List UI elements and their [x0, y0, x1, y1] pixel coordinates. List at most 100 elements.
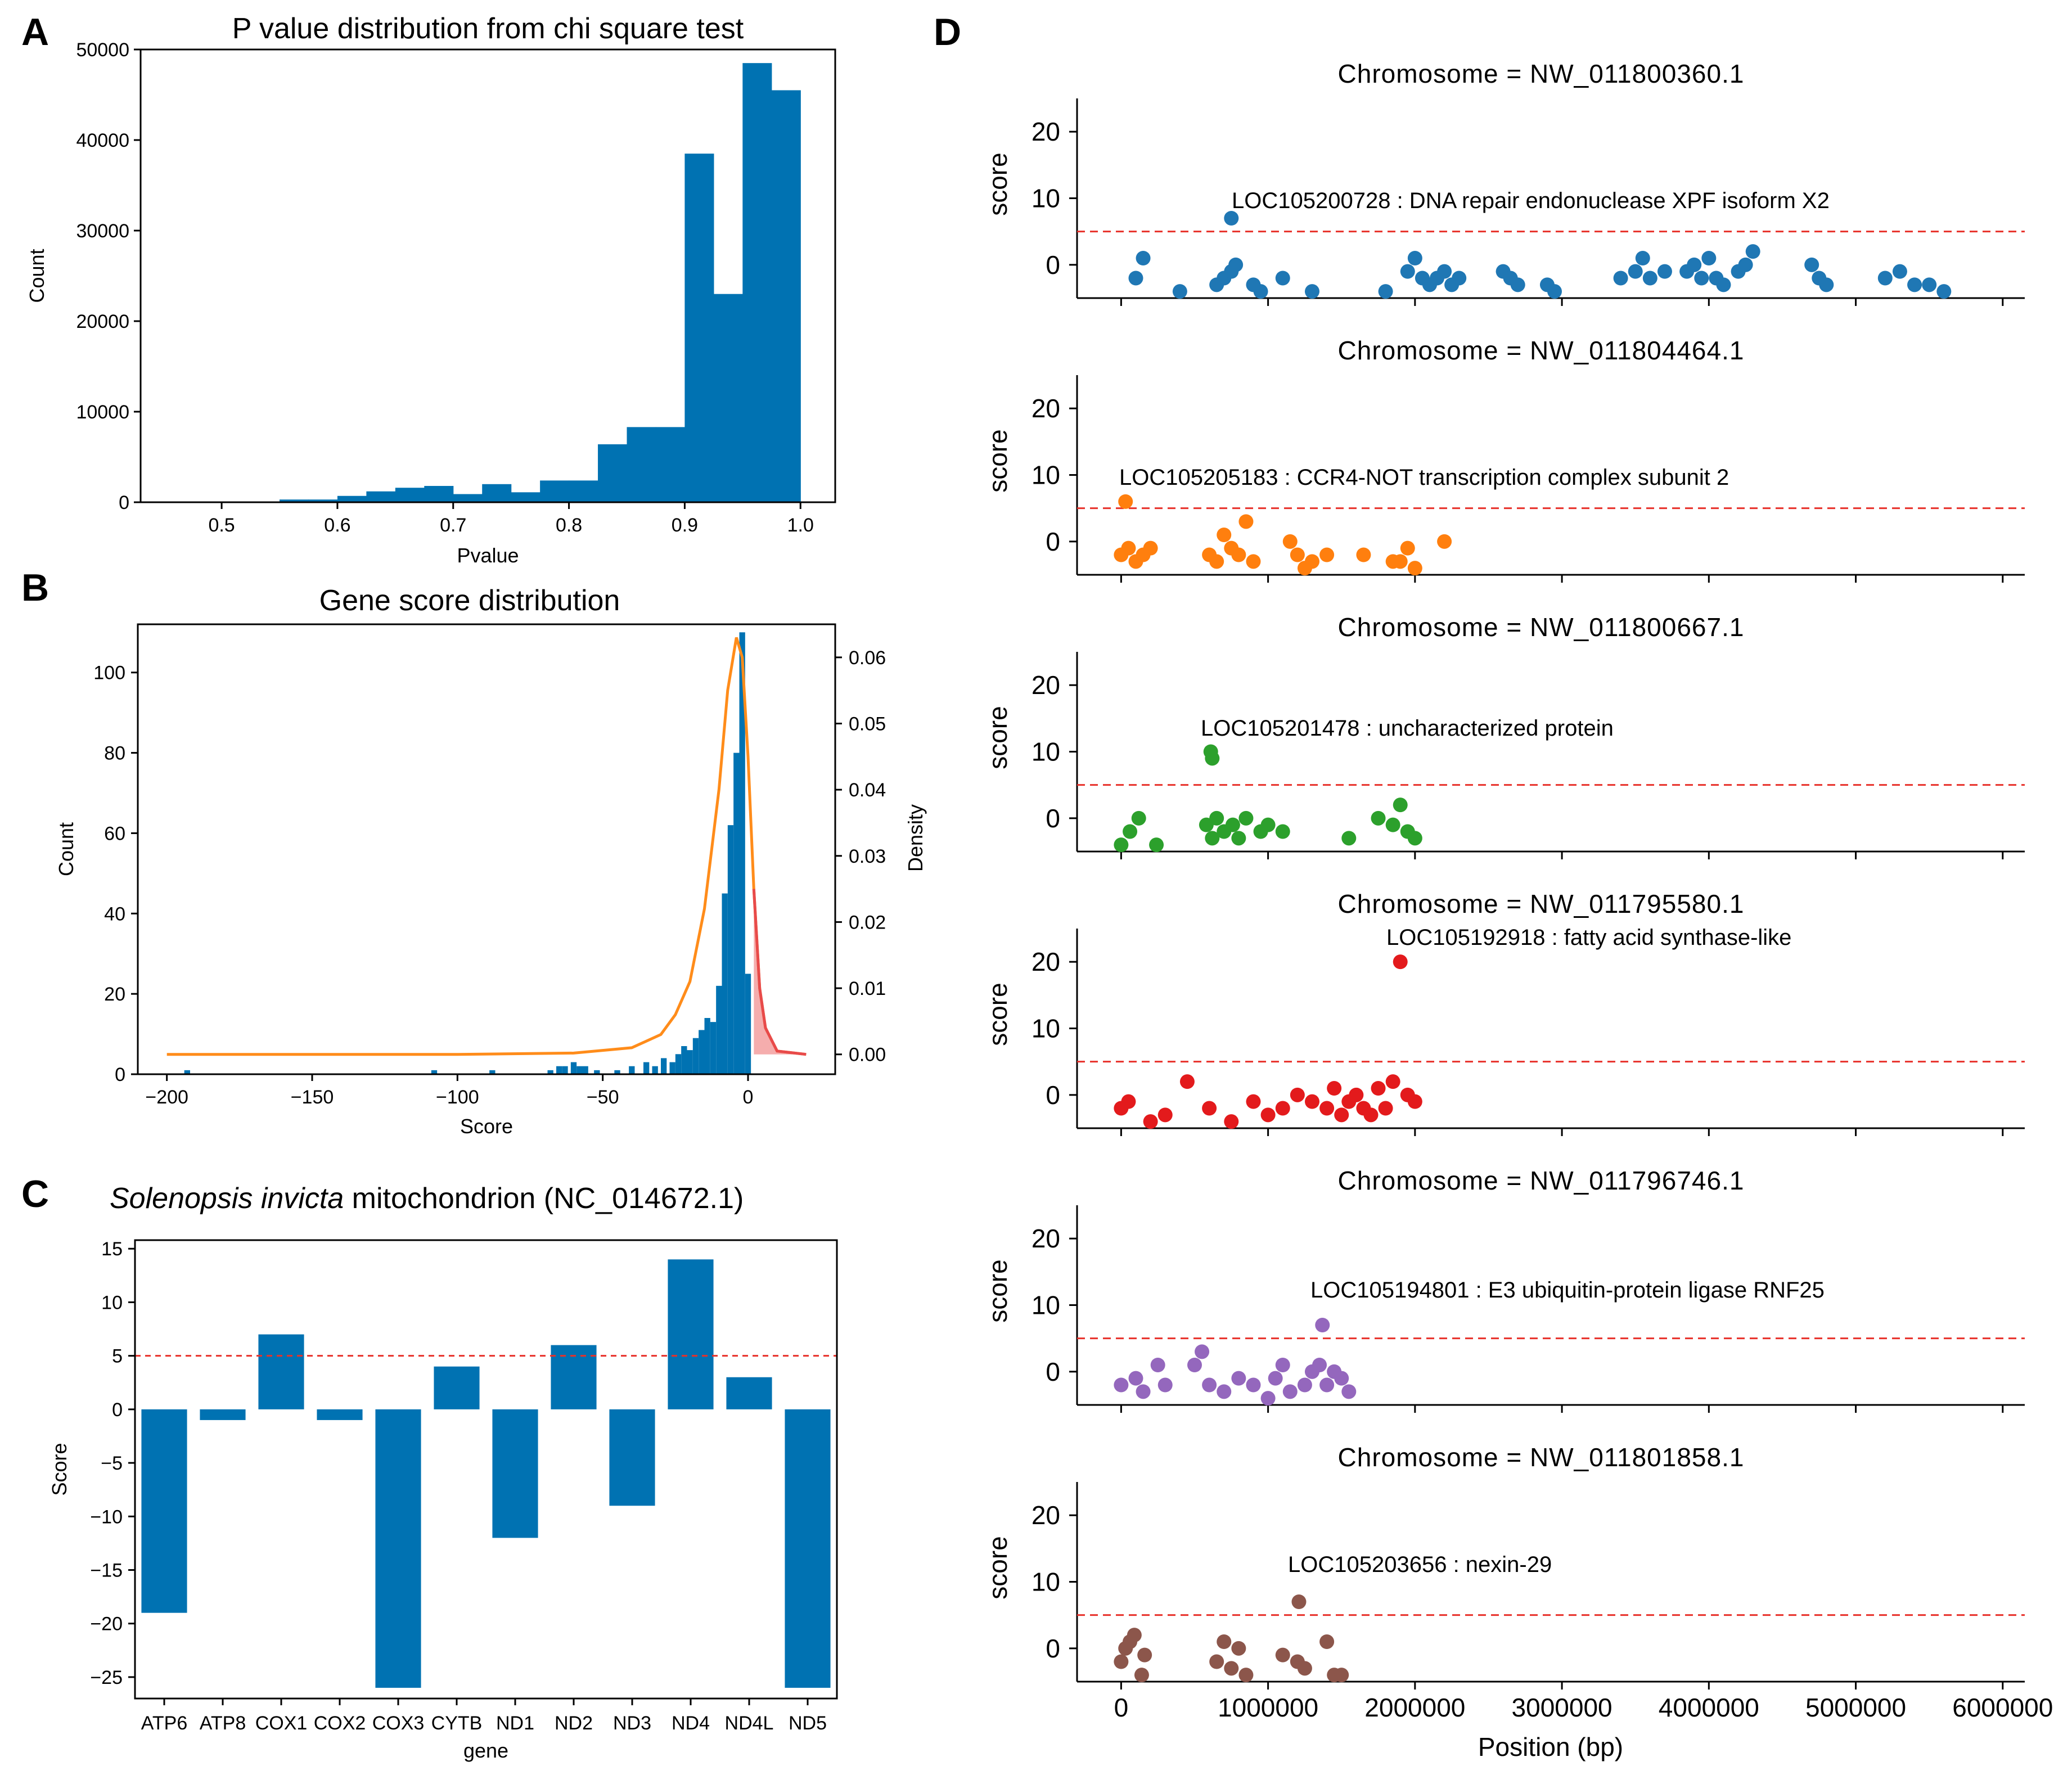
- panel-d-chromosome-scatters: Chromosome = NW_011800360.1 0 10 20 score LOC…: [983, 59, 2053, 1762]
- y-tick-label: 30000: [76, 220, 129, 242]
- score-point: [1179, 1074, 1195, 1089]
- histogram-bar: [308, 499, 338, 502]
- x-tick-label: ATP6: [141, 1713, 188, 1734]
- score-point: [1136, 1384, 1151, 1399]
- y-axis-label: score: [983, 983, 1012, 1046]
- highlighted-gene-point: [1224, 211, 1239, 226]
- histogram-bar: [570, 1062, 577, 1074]
- score-point: [1157, 1377, 1173, 1393]
- histogram-bar: [684, 154, 714, 502]
- y-tick-label: 40000: [76, 130, 129, 151]
- x-tick-label: ND1: [496, 1713, 534, 1734]
- plot-frame: [134, 1239, 838, 1700]
- histogram-bar: [582, 1066, 588, 1074]
- score-point: [1547, 284, 1562, 299]
- y-tick-label: −10: [90, 1506, 123, 1528]
- y-tick-label: −15: [90, 1560, 123, 1581]
- panel-a-pvalue-histogram: P value distribution from chi square tes…: [25, 12, 836, 567]
- score-point: [1510, 277, 1525, 292]
- x-tick-label: −50: [587, 1087, 619, 1108]
- score-point: [1363, 1107, 1379, 1123]
- score-point: [1297, 561, 1312, 576]
- score-point: [1290, 547, 1305, 562]
- x-tick-label: 6000000: [1952, 1693, 2053, 1722]
- score-point: [1819, 277, 1834, 292]
- y-tick-label: 0: [1046, 1080, 1060, 1110]
- bar-cox2: [317, 1409, 363, 1420]
- x-tick-label: 0.7: [440, 515, 466, 536]
- y-tick-label: 80: [104, 743, 125, 764]
- score-point: [1136, 251, 1151, 265]
- score-point: [1209, 554, 1224, 569]
- x-tick-label: 0.9: [672, 515, 698, 536]
- subplot-4: Chromosome = NW_011795580.1 0 10 20 score LOC…: [983, 889, 2025, 1136]
- y2-tick-label: 0.06: [849, 647, 886, 669]
- score-point: [1312, 1358, 1327, 1372]
- score-point: [1334, 1107, 1349, 1123]
- gene-annotation: LOC105201478 : uncharacterized protein: [1201, 716, 1614, 741]
- x-axis-label: Score: [460, 1115, 513, 1138]
- subplot-title: Chromosome = NW_011804464.1: [1338, 336, 1745, 365]
- bar-nd4: [668, 1259, 714, 1409]
- histogram-bar: [453, 494, 483, 502]
- score-point: [1297, 1661, 1312, 1676]
- histogram-bar: [184, 1070, 190, 1074]
- score-point: [1225, 817, 1240, 832]
- y2-tick-label: 0.01: [849, 978, 886, 999]
- histogram-bar: [661, 1058, 667, 1074]
- score-point: [1907, 277, 1922, 292]
- highlighted-gene-point: [1393, 954, 1408, 970]
- histogram-bar: [652, 1066, 658, 1074]
- y-tick-label: 20: [104, 984, 125, 1005]
- histogram-bar: [733, 753, 740, 1074]
- y-tick-label: 20: [1032, 947, 1060, 976]
- score-point: [1127, 1628, 1142, 1643]
- y-tick-label: 15: [101, 1238, 123, 1260]
- score-point: [1613, 271, 1628, 286]
- subplot-title: Chromosome = NW_011801858.1: [1338, 1443, 1745, 1472]
- title-rest: mitochondrion (NC_014672.1): [344, 1182, 744, 1215]
- score-point: [1694, 271, 1709, 286]
- score-point: [1224, 1661, 1239, 1676]
- y-tick-label: 0: [119, 492, 129, 513]
- score-point: [1407, 251, 1422, 265]
- y-tick-label: −5: [101, 1453, 123, 1474]
- score-point: [1341, 1384, 1357, 1399]
- score-point: [1349, 1087, 1364, 1102]
- x-tick-label: 0.5: [208, 515, 235, 536]
- y2-axis-label: Density: [904, 804, 927, 872]
- panel-letter-d: D: [934, 11, 961, 53]
- score-point: [1701, 251, 1717, 265]
- bar-cox1: [258, 1334, 304, 1409]
- score-point: [1393, 798, 1408, 813]
- score-point: [1209, 1654, 1224, 1669]
- x-tick-label: ND3: [613, 1713, 651, 1734]
- score-point: [1319, 1634, 1335, 1649]
- score-point: [1246, 1094, 1261, 1109]
- x-tick-label: 1000000: [1218, 1693, 1318, 1722]
- score-point: [1371, 810, 1386, 826]
- histogram-bar: [681, 1046, 687, 1074]
- histogram-bar: [627, 427, 656, 502]
- score-point: [1378, 284, 1393, 299]
- score-point: [1922, 277, 1937, 292]
- score-point: [1131, 810, 1146, 826]
- y-axis-label: score: [983, 1536, 1012, 1599]
- histogram-bar: [366, 491, 396, 502]
- score-point: [1371, 1081, 1386, 1096]
- score-point: [1334, 1668, 1349, 1683]
- score-point: [1400, 264, 1415, 279]
- y-tick-label: 20: [1032, 117, 1060, 146]
- y-tick-label: 10: [1032, 461, 1060, 490]
- score-point: [1877, 271, 1893, 286]
- y2-tick-label: 0.02: [849, 912, 886, 933]
- gene-annotation: LOC105203656 : nexin-29: [1288, 1552, 1552, 1577]
- y2-tick-label: 0.00: [849, 1044, 886, 1066]
- y-axis-label: Count: [55, 822, 78, 876]
- score-point: [1128, 1371, 1143, 1386]
- score-point: [1246, 554, 1261, 569]
- y-tick-label: −20: [90, 1614, 123, 1635]
- score-point: [1341, 831, 1357, 846]
- bar-nd2: [551, 1345, 597, 1409]
